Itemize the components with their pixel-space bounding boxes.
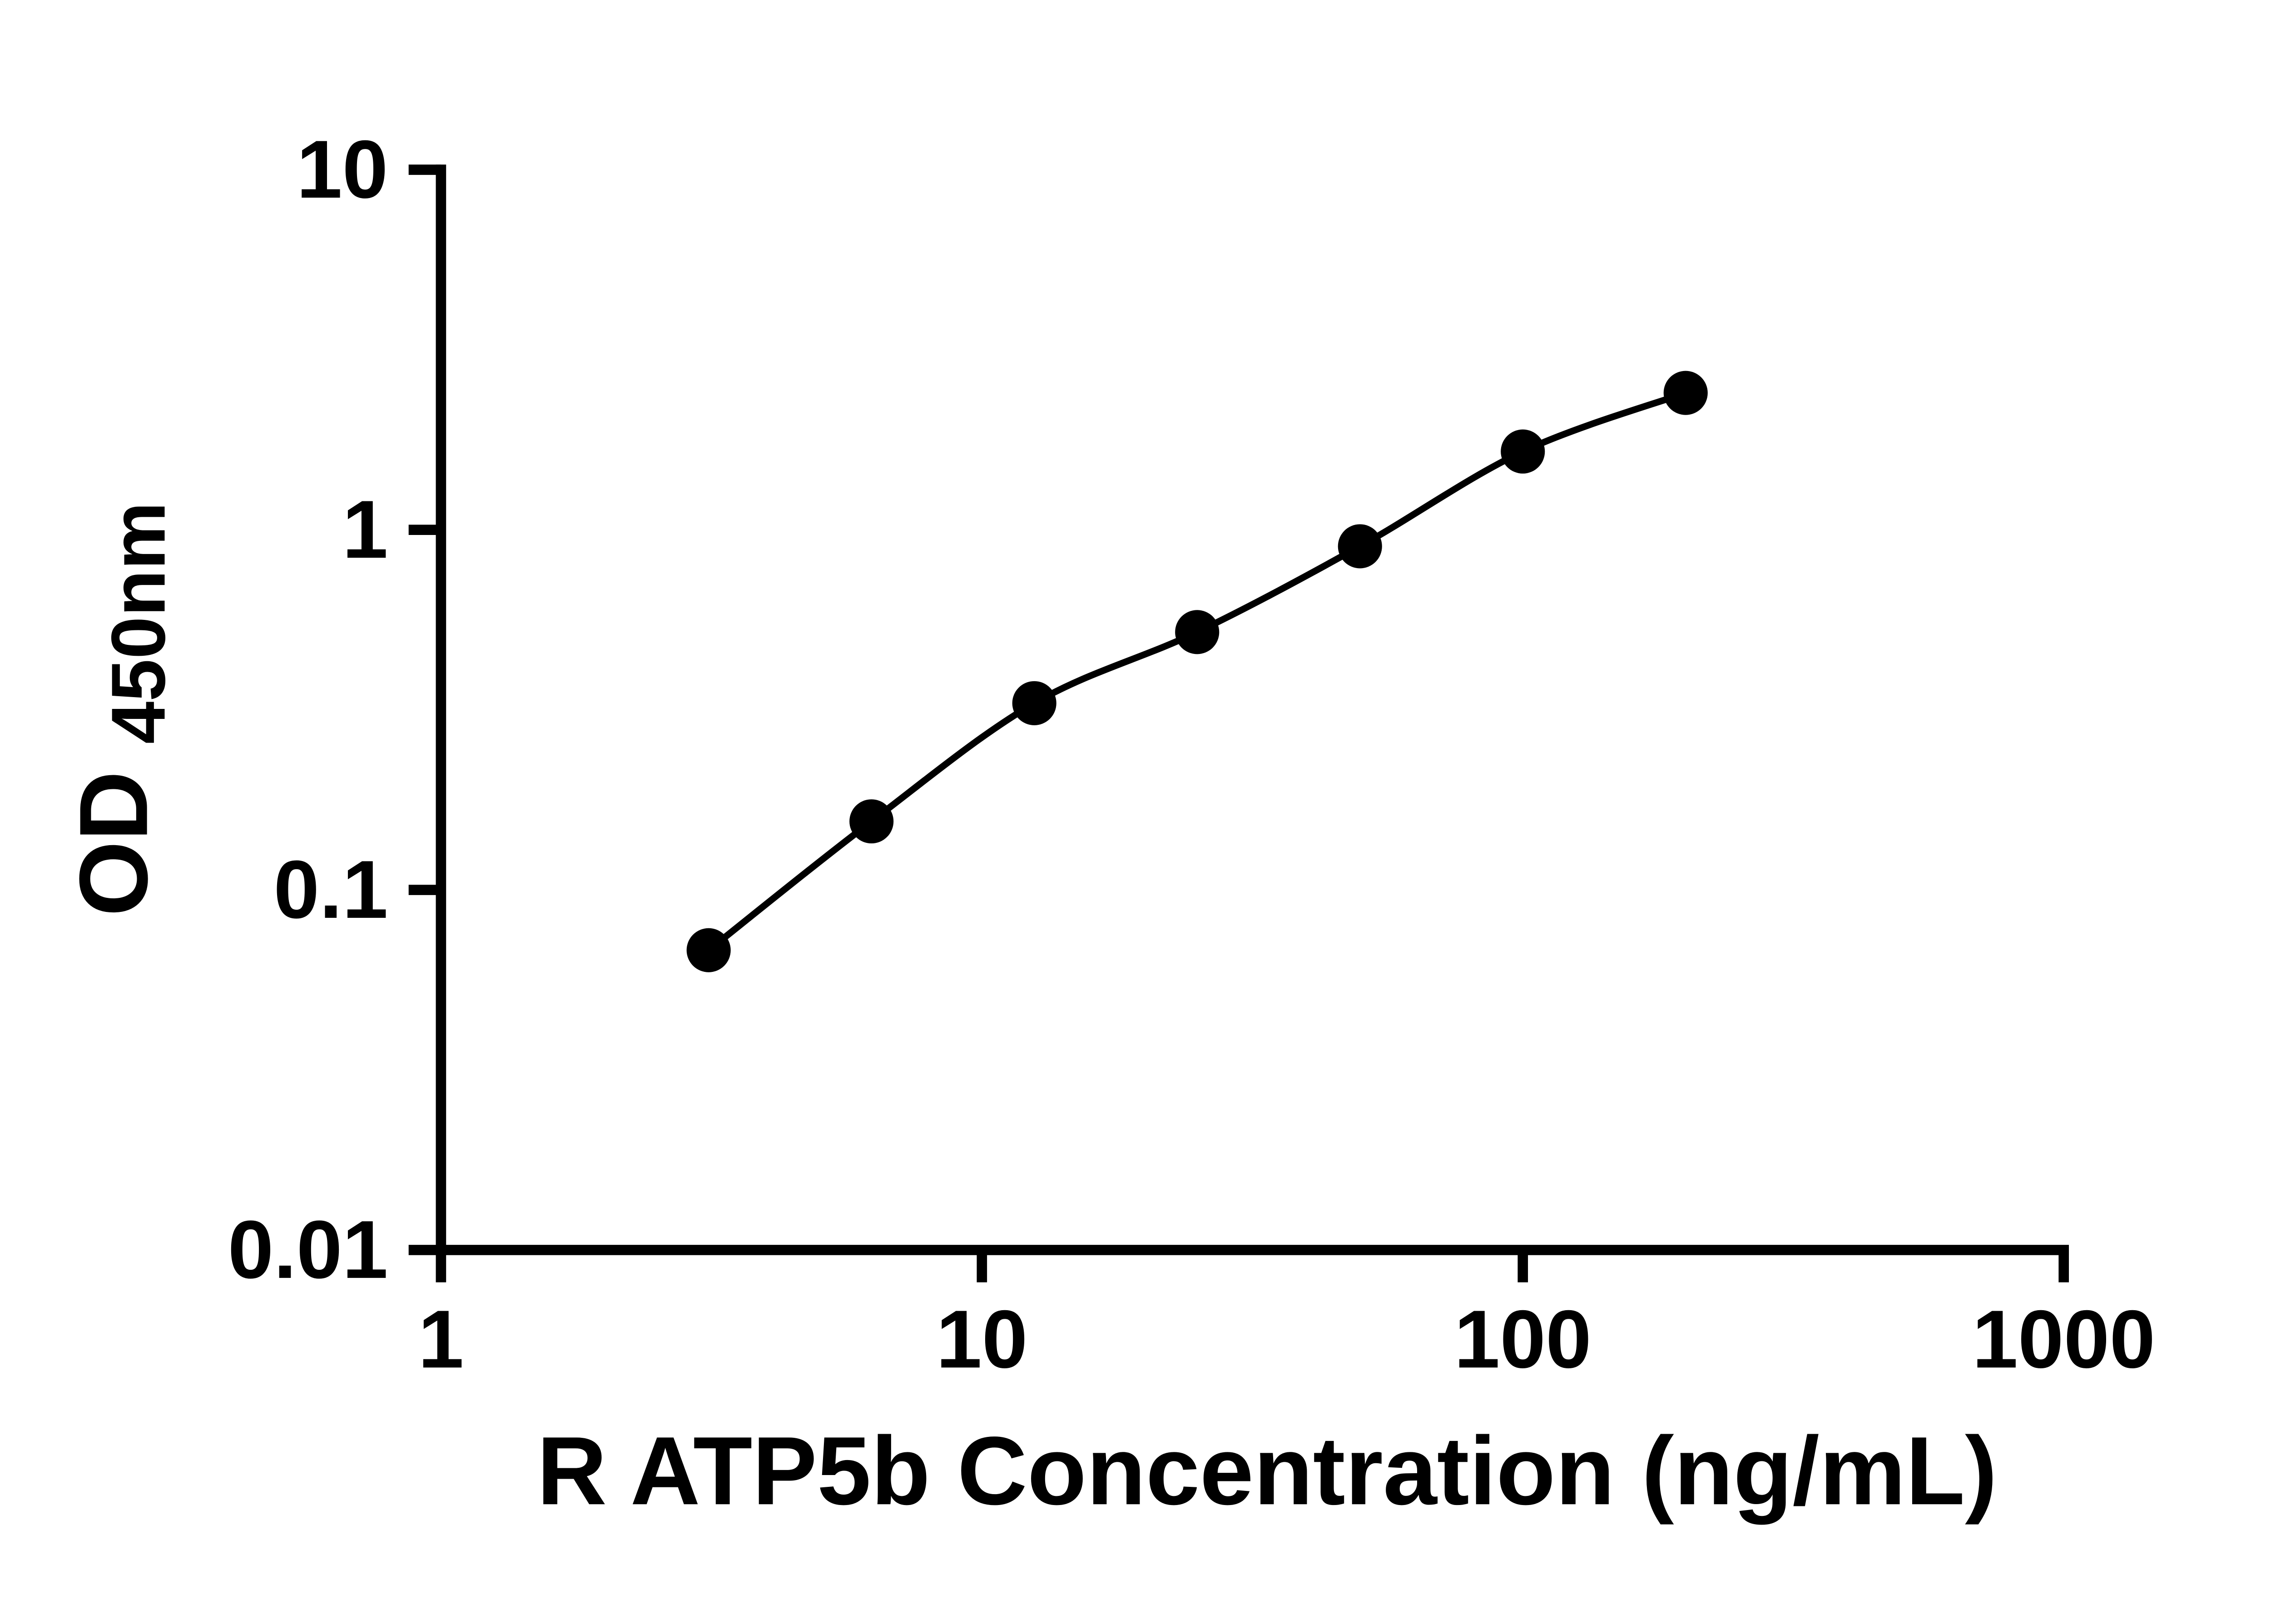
- fit-curve: [706, 390, 1687, 953]
- data-point: [1501, 429, 1545, 474]
- data-point: [1663, 371, 1708, 415]
- x-tick-label: 100: [1454, 1293, 1592, 1385]
- data-point: [849, 799, 894, 844]
- y-axis-title-sub: 450nm: [95, 502, 181, 744]
- y-tick-label: 0.1: [273, 844, 388, 936]
- x-tick-label: 1: [418, 1293, 464, 1385]
- data-point: [1175, 610, 1220, 654]
- y-axis-title: OD 450nm: [60, 502, 181, 916]
- data-point: [1012, 681, 1056, 725]
- y-tick-label: 0.01: [228, 1204, 388, 1296]
- plot-layer: 0.01 0.1 1 10 1 10 100 1000: [228, 124, 2156, 1385]
- x-axis-title: R ATP5b Concentration (ng/mL): [537, 1417, 1997, 1525]
- data-point: [686, 928, 731, 972]
- y-tick-label: 10: [297, 124, 388, 215]
- axes-lines: [436, 164, 2069, 1255]
- x-tick-label: 1000: [1972, 1293, 2155, 1385]
- x-tick-label: 10: [936, 1293, 1028, 1385]
- y-axis-title-main: OD: [60, 771, 168, 916]
- y-tick-label: 1: [342, 484, 388, 575]
- data-point: [1338, 524, 1382, 569]
